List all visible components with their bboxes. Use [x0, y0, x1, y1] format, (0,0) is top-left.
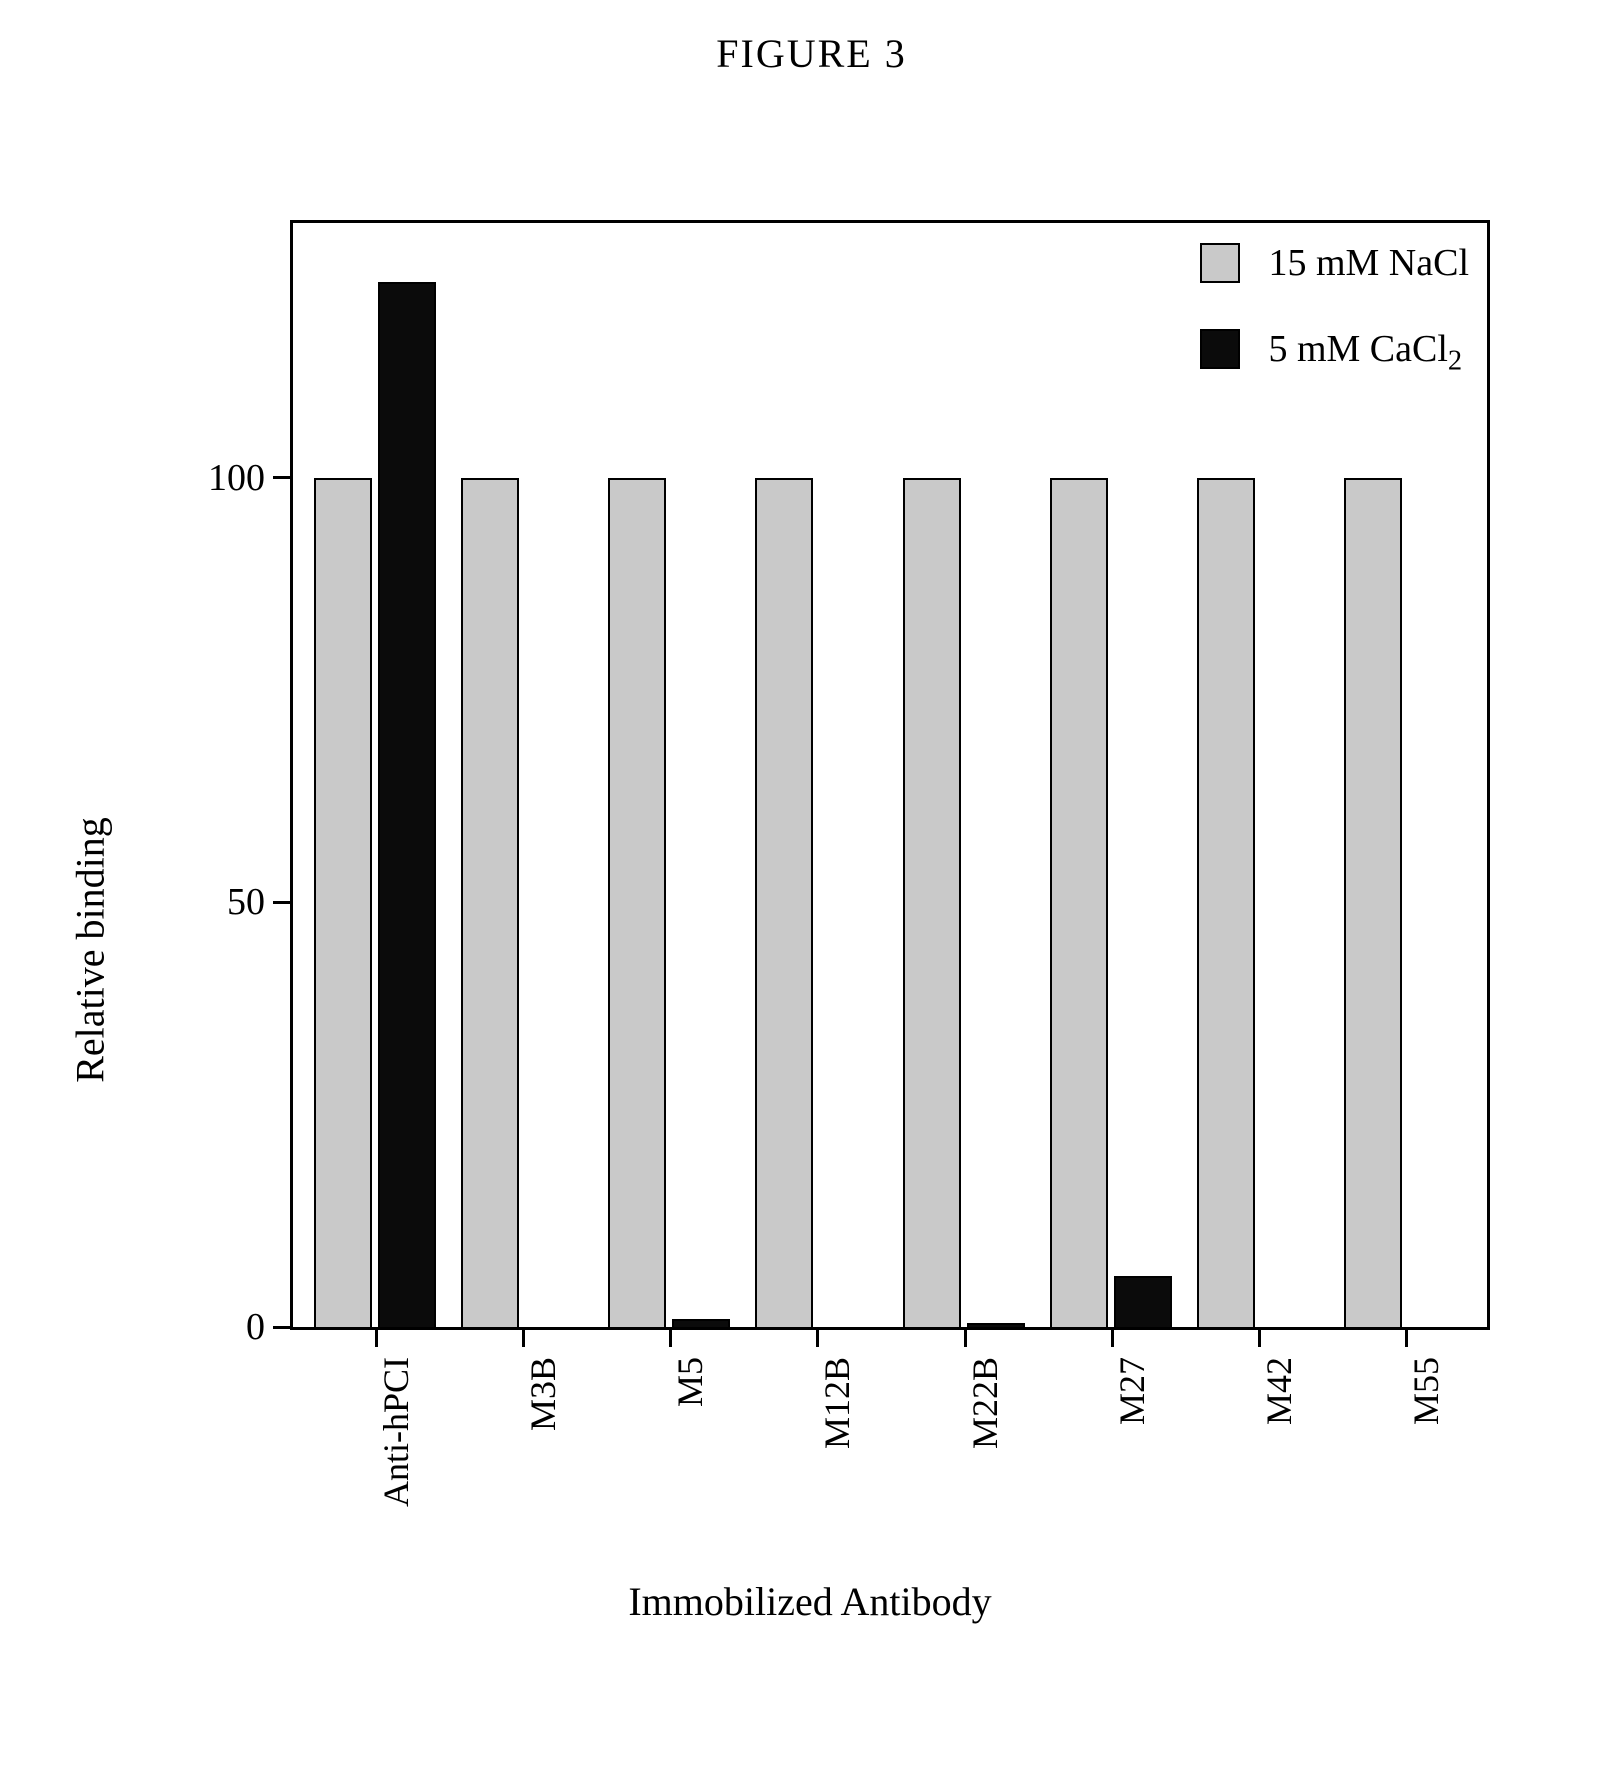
y-tick [273, 1326, 293, 1329]
bar-chart: Relative binding 050100Anti-hPCIM3BM5M12… [110, 220, 1510, 1680]
bar-nacl [608, 478, 666, 1327]
x-tick-label: M3B [522, 1357, 564, 1431]
x-tick [1111, 1327, 1114, 1347]
bar-group: M42 [1197, 223, 1319, 1327]
figure-title: FIGURE 3 [0, 30, 1623, 77]
y-tick-label: 0 [246, 1305, 265, 1349]
bar-nacl [314, 478, 372, 1327]
bar-group: M27 [1050, 223, 1172, 1327]
x-axis-label: Immobilized Antibody [628, 1578, 991, 1625]
x-tick-label: M55 [1405, 1357, 1447, 1425]
bar-cacl2 [672, 1319, 730, 1327]
bar-nacl [1344, 478, 1402, 1327]
bar-group: M22B [903, 223, 1025, 1327]
bar-group: Anti-hPCI [314, 223, 436, 1327]
legend-swatch [1200, 329, 1240, 369]
bar-nacl [461, 478, 519, 1327]
x-tick [1258, 1327, 1261, 1347]
bar-cacl2 [1114, 1276, 1172, 1327]
y-tick [273, 476, 293, 479]
x-tick-label: M27 [1111, 1357, 1153, 1425]
x-tick [1405, 1327, 1408, 1347]
bar-nacl [1050, 478, 1108, 1327]
plot-area: 050100Anti-hPCIM3BM5M12BM22BM27M42M5515 … [290, 220, 1490, 1330]
bar-cacl2 [378, 282, 436, 1327]
legend-swatch [1200, 243, 1240, 283]
legend-row: 15 mM NaCl [1200, 241, 1469, 285]
x-tick [964, 1327, 967, 1347]
legend-row: 5 mM CaCl2 [1200, 327, 1469, 371]
x-tick [375, 1327, 378, 1347]
y-axis-label: Relative binding [67, 817, 114, 1083]
legend-label: 15 mM NaCl [1268, 241, 1469, 285]
x-tick-label: Anti-hPCI [375, 1357, 417, 1507]
x-tick [816, 1327, 819, 1347]
y-tick-label: 50 [227, 880, 265, 924]
y-tick [273, 901, 293, 904]
bars-container: Anti-hPCIM3BM5M12BM22BM27M42M55 [293, 223, 1487, 1327]
bar-nacl [1197, 478, 1255, 1327]
x-tick-label: M22B [964, 1357, 1006, 1449]
bar-group: M55 [1344, 223, 1466, 1327]
x-tick-label: M5 [669, 1357, 711, 1407]
bar-group: M5 [608, 223, 730, 1327]
bar-group: M12B [755, 223, 877, 1327]
bar-nacl [755, 478, 813, 1327]
legend: 15 mM NaCl 5 mM CaCl2 [1200, 241, 1469, 371]
legend-label: 5 mM CaCl2 [1268, 327, 1462, 371]
x-tick-label: M12B [816, 1357, 858, 1449]
page: FIGURE 3 Relative binding 0 50 100 Anti-hPC… [0, 0, 1623, 1765]
y-tick-label: 100 [208, 456, 265, 500]
x-tick-label: M42 [1258, 1357, 1300, 1425]
bar-cacl2 [967, 1323, 1025, 1327]
x-tick [522, 1327, 525, 1347]
bar-group: M3B [461, 223, 583, 1327]
bar-nacl [903, 478, 961, 1327]
x-tick [669, 1327, 672, 1347]
